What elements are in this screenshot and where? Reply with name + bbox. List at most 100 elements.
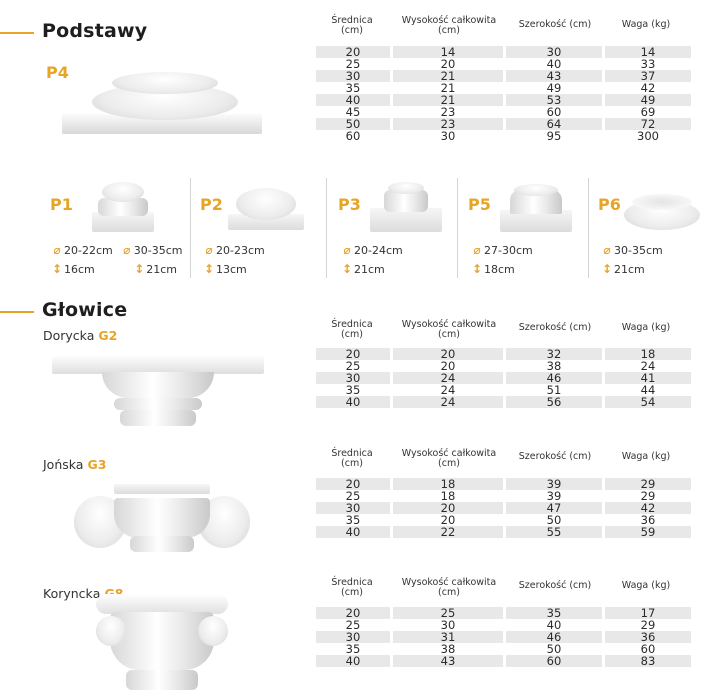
table-cell: 30 [390,130,503,142]
variant-p6-height: ↕ 21cm [601,262,645,276]
table-cell: 42 [602,502,691,514]
capital-title-g2: Dorycka G2 [43,328,118,343]
table-cell: 40 [316,396,390,408]
table-cell: 60 [602,643,691,655]
table-cell: 35 [345,81,361,95]
capital-g8-image [96,594,228,694]
table-cell: 300 [602,130,691,142]
table-row: 35 20 50 36 [316,514,691,526]
variant-p2-height: ↕ 13cm [203,262,247,276]
diameter-icon: ⌀ [205,243,213,257]
variant-code-p6: P6 [598,195,621,214]
base-p5-image [500,184,572,234]
table-cell: 40 [503,619,602,631]
table-cell: 33 [602,58,691,70]
col-header-diameter: Średnica (cm) [331,15,373,36]
section-accent-line [0,32,34,34]
table-cell: 23 [390,106,503,118]
base-p2-image [228,186,304,232]
table-cell: 45 [345,105,361,119]
table-row: 20 25 35 17 [316,607,691,619]
table-cell: 83 [602,655,691,667]
table-cell: 29 [602,490,691,502]
variant-p5-diameter: ⌀ 27-30cm [470,243,532,257]
table-cell: 39 [503,478,602,490]
height-icon: ↕ [203,262,215,276]
table-cell: 30 [316,502,390,514]
height-icon: ↕ [51,262,63,276]
table-cell: 41 [602,372,691,384]
table-row: 45 23 60 69 [316,106,691,118]
variant-code-p3: P3 [338,195,361,214]
variant-code-p5: P5 [468,195,491,214]
table-cell: 50 [316,118,390,130]
col-header-weight: Waga (kg) [621,451,671,462]
table-cell: 49 [503,82,602,94]
col-header-width: Szerokość (cm) [518,451,592,462]
table-cell: 35 [345,642,361,656]
col-header-diameter: Średnica (cm) [331,319,373,340]
variant-p6-diameter: ⌀ 30-35cm [600,243,662,257]
col-header-weight: Waga (kg) [621,580,671,591]
table-cell: 21 [390,82,503,94]
table-row: 35 21 49 42 [316,82,691,94]
table-cell: 14 [390,46,503,58]
diameter-icon: ⌀ [343,243,351,257]
table-cell: 60 [503,106,602,118]
table-cell: 18 [390,478,503,490]
table-row: 40 21 53 49 [316,94,691,106]
table-row: 30 20 47 42 [316,502,691,514]
table-cell: 55 [503,526,602,538]
table-row: 20 18 39 29 [316,478,691,490]
table-cell: 69 [602,106,691,118]
capital-title-g3: Jońska G3 [43,457,107,472]
table-cell: 35 [345,513,361,527]
table-cell: 21 [390,70,503,82]
table-cell: 24 [602,360,691,372]
table-row: 30 24 46 41 [316,372,691,384]
divider [190,178,191,278]
table-cell: 24 [390,372,503,384]
table-cell: 72 [602,118,691,130]
variant-p3-diameter: ⌀ 20-24cm [340,243,402,257]
table-cell: 60 [503,655,602,667]
table-row: 35 24 51 44 [316,384,691,396]
g2-spec-table: 20 20 32 18 25 20 38 24 30 24 46 41 35 24 51 44 40 24 56 54 [316,348,691,408]
table-cell: 14 [602,46,691,58]
table-row: 25 30 40 29 [316,619,691,631]
diameter-icon: ⌀ [473,243,481,257]
table-cell: 36 [602,514,691,526]
table-row: 40 24 56 54 [316,396,691,408]
table-row: 30 31 46 36 [316,631,691,643]
table-cell: 49 [602,94,691,106]
variant-code-p2: P2 [200,195,223,214]
table-cell: 54 [602,396,691,408]
table-cell: 32 [503,348,602,360]
section-title-podstawy: Podstawy [42,20,148,42]
table-cell: 25 [345,489,361,503]
table-cell: 36 [602,631,691,643]
table-cell: 46 [503,631,602,643]
table-cell: 40 [503,58,602,70]
table-cell: 22 [390,526,503,538]
col-header-height: Wysokość całkowita (cm) [401,577,497,598]
table-cell: 47 [503,502,602,514]
divider [588,178,589,278]
table-row: 35 38 50 60 [316,643,691,655]
divider [457,178,458,278]
table-cell: 30 [316,70,390,82]
table-cell: 37 [602,70,691,82]
table-row: 50 23 64 72 [316,118,691,130]
table-cell: 43 [390,655,503,667]
table-cell: 17 [602,607,691,619]
table-cell: 25 [345,359,361,373]
table-cell: 51 [503,384,602,396]
base-p6-image [624,194,700,232]
diameter-icon: ⌀ [53,243,61,257]
capital-g3-image [74,484,250,556]
table-cell: 30 [316,631,390,643]
table-cell: 31 [390,631,503,643]
table-cell: 25 [345,57,361,71]
table-cell: 40 [316,655,390,667]
diameter-icon: ⌀ [123,243,131,257]
